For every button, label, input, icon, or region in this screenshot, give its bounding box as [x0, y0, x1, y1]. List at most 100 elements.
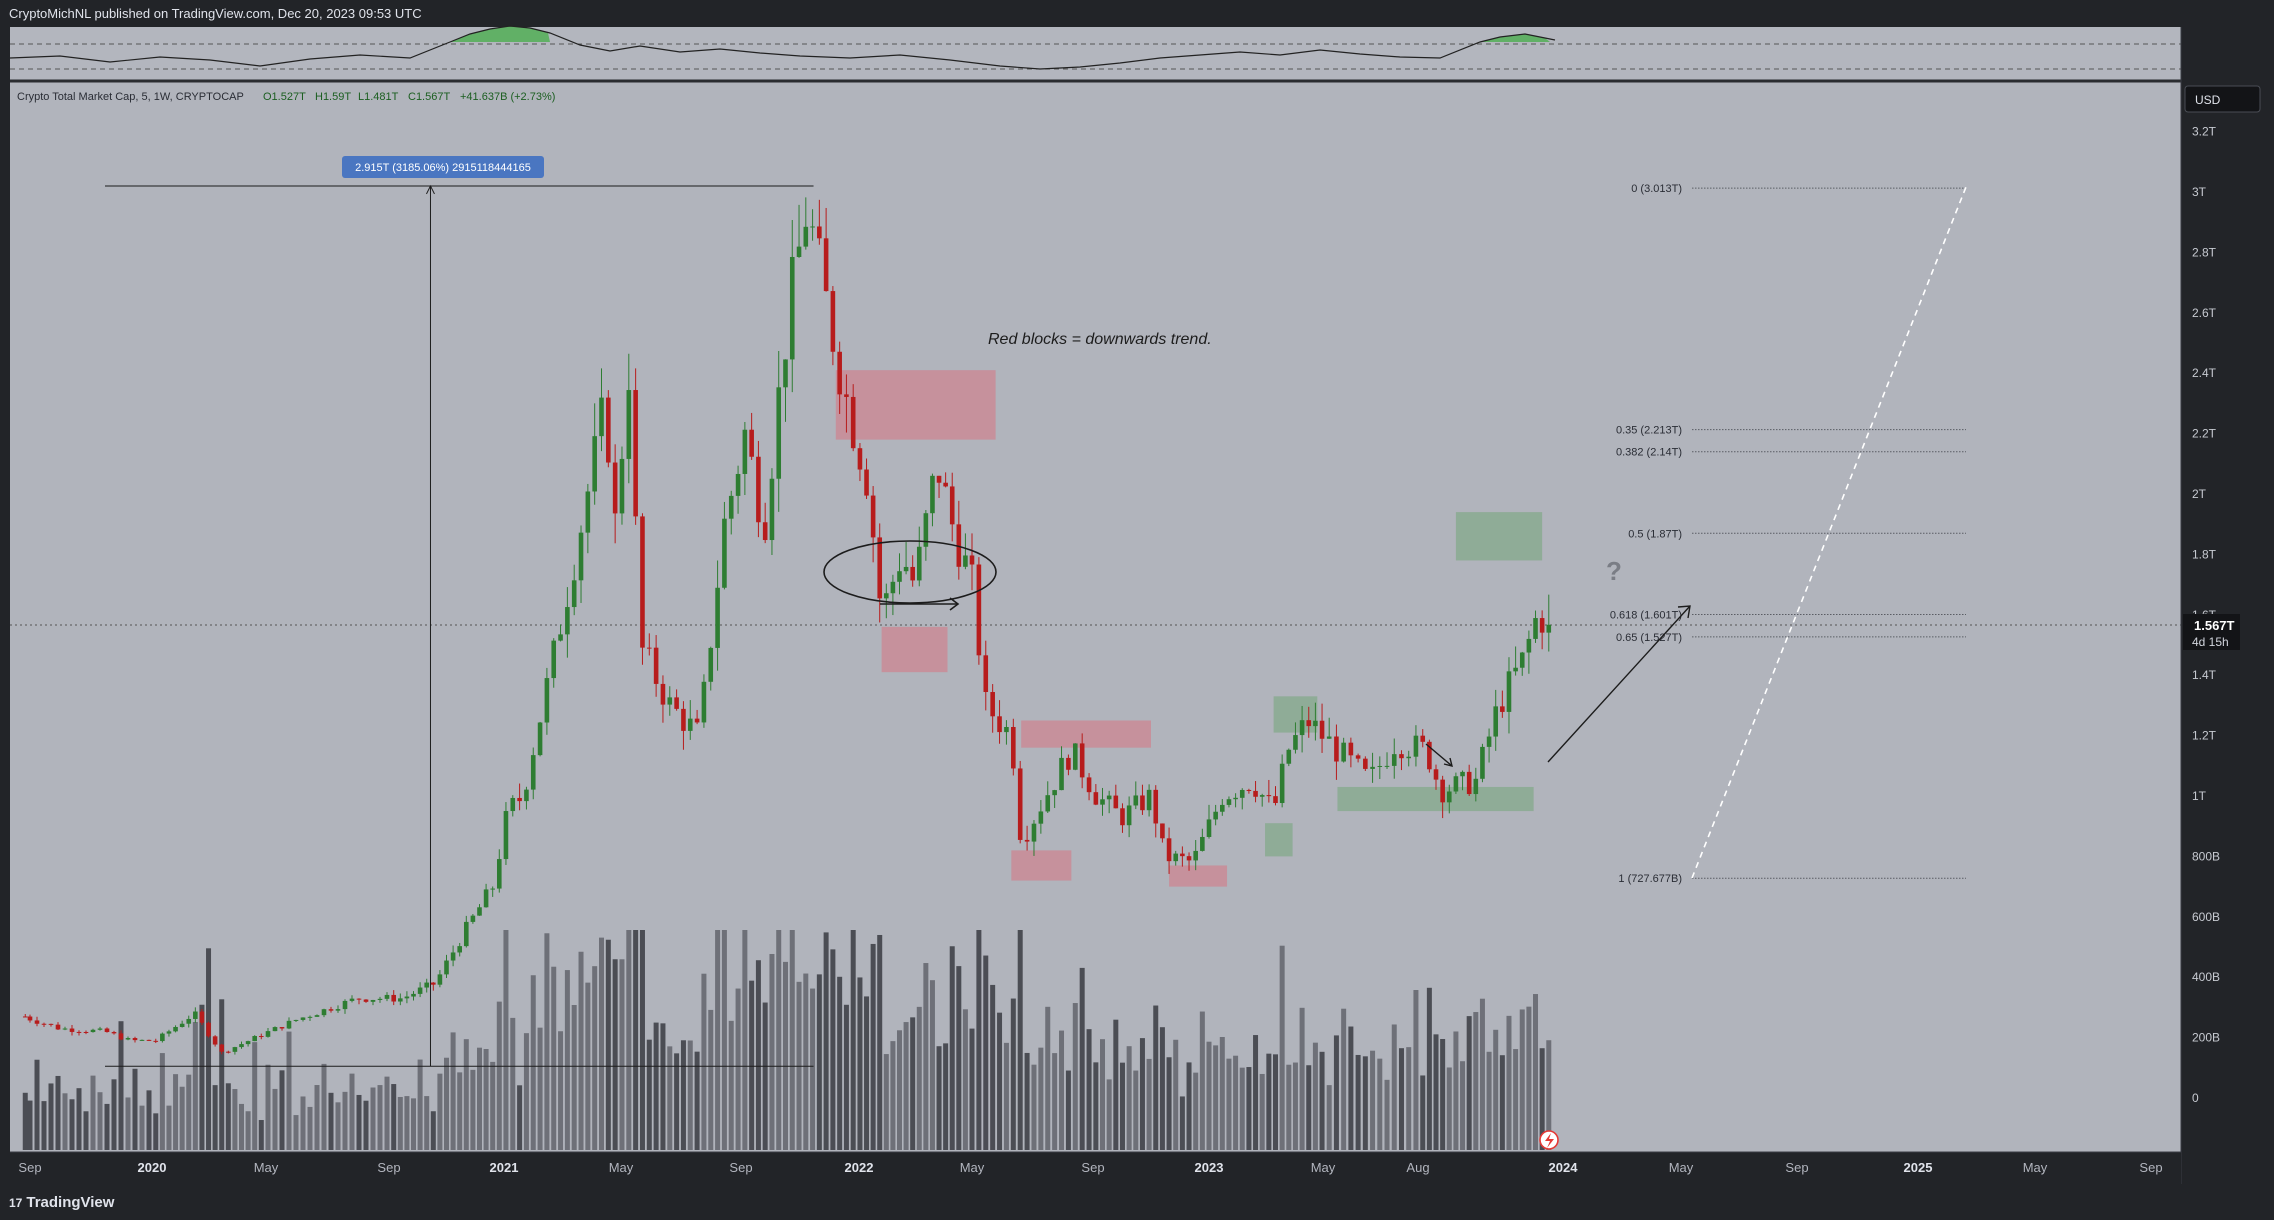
candle-body [1493, 706, 1499, 737]
volume-bar [667, 1046, 673, 1150]
volume-bar [1279, 945, 1285, 1150]
candle-body [963, 555, 968, 567]
volume-bar [457, 1072, 463, 1150]
volume-bar [55, 1075, 61, 1150]
volume-bar [626, 930, 632, 1150]
volume-bar [896, 1030, 902, 1150]
volume-bar [782, 961, 788, 1150]
annotation-text[interactable]: Red blocks = downwards trend. [988, 331, 1212, 348]
candle-body [199, 1011, 205, 1023]
volume-bar [755, 960, 761, 1150]
volume-bar [1273, 1054, 1278, 1150]
candle-body [1126, 805, 1132, 826]
volume-bar [1440, 1038, 1446, 1150]
volume-bar [27, 1100, 33, 1150]
volume-bar [708, 1009, 714, 1150]
time-axis[interactable] [10, 1152, 2181, 1184]
candle-body [1213, 811, 1218, 820]
volume-bar [293, 1115, 299, 1150]
y-tick-label: 2.4T [2192, 366, 2217, 380]
ohlc-high: H1.59T [315, 91, 351, 103]
volume-bar [1086, 1029, 1092, 1150]
volume-bar [612, 959, 618, 1150]
candle-body [111, 1032, 117, 1034]
question-mark: ? [1606, 556, 1622, 586]
candle-body [411, 993, 416, 997]
volume-bar [335, 1102, 341, 1150]
volume-bar [463, 1039, 469, 1150]
volume-bar [1100, 1039, 1106, 1150]
symbol-name[interactable]: Crypto Total Market Cap, 5, 1W, CRYPTOCA… [17, 91, 244, 103]
volume-bar [1206, 1041, 1212, 1150]
candle-body [41, 1023, 47, 1025]
volume-bar [245, 1111, 251, 1150]
breakout-arrow[interactable] [1425, 743, 1453, 767]
candle-body [27, 1016, 33, 1021]
volume-bar [1159, 1027, 1165, 1150]
x-tick-label: Sep [2139, 1160, 2162, 1175]
volume-bar [997, 1012, 1003, 1150]
candle-body [606, 397, 611, 463]
measure-arrowhead [426, 184, 435, 195]
candle-body [1160, 823, 1165, 839]
volume-bar [571, 1005, 577, 1150]
volume-bar [437, 1073, 443, 1150]
candle-body [48, 1023, 54, 1025]
volume-bar [1173, 1039, 1179, 1150]
trend-projection-dashed[interactable] [1691, 186, 1967, 879]
candle-body [179, 1023, 185, 1027]
candle-body [1072, 743, 1078, 770]
volume-bar [837, 976, 843, 1150]
volume-bar [1266, 1053, 1272, 1150]
volume-bar [1370, 1050, 1376, 1150]
volume-bar [857, 977, 863, 1150]
volume-bar [212, 1085, 218, 1150]
volume-bar [307, 1106, 313, 1150]
volume-bar [1526, 1006, 1532, 1150]
fib-retracement[interactable]: 0 (3.013T) 0.35 (2.213T) 0.382 (2.14T) 0.5 … [1610, 183, 1966, 885]
candle-body [1334, 736, 1339, 762]
tradingview-logo[interactable]: 17 TradingView [9, 1194, 114, 1211]
consolidation-circle[interactable] [823, 540, 997, 604]
candle-body [510, 797, 516, 812]
measure-tool[interactable]: 2.915T (3185.06%) 2915118444165 [105, 156, 814, 1067]
candle-body [1506, 671, 1512, 712]
volume-bar [803, 973, 809, 1150]
tv-glyph-icon: 17 [9, 1196, 23, 1210]
volume-bar [377, 1085, 383, 1150]
candle-body [1106, 795, 1112, 800]
candle-body [118, 1033, 124, 1040]
candle-body [1413, 735, 1419, 757]
price-axis[interactable] [2181, 27, 2274, 1184]
y-tick-label: 400B [2192, 970, 2220, 984]
candle-body [599, 397, 604, 437]
candle-body [653, 647, 659, 684]
volume-bar [646, 1039, 652, 1150]
candle-body [1045, 795, 1051, 812]
red-block [1169, 865, 1228, 887]
volume-bar [391, 1084, 397, 1150]
candle-body [823, 238, 829, 292]
candle-body [890, 581, 896, 594]
candle-body [146, 1039, 152, 1041]
candle-body [55, 1024, 61, 1030]
candle-body [483, 889, 489, 908]
currency-button[interactable] [2184, 85, 2261, 113]
candle-body [1066, 757, 1071, 770]
candle-body [640, 516, 645, 648]
chart-area[interactable]: Crypto Total Market Cap, 5, 1W, CRYPTOCA… [0, 0, 2274, 1184]
volume-bar [721, 930, 727, 1150]
candle-body [1313, 720, 1318, 727]
volume-bar [239, 1103, 245, 1150]
volume-bar [1219, 1036, 1225, 1150]
volume-bar [1299, 1007, 1305, 1150]
candle-body [1420, 735, 1426, 742]
volume-bar [153, 1113, 159, 1150]
candle-body [1486, 736, 1492, 747]
price-badge-value: 1.567T [2194, 618, 2235, 633]
red-block [881, 626, 948, 673]
projection-arrow[interactable] [1547, 605, 1691, 763]
volume-bar [1239, 1067, 1245, 1150]
volume-bar [544, 933, 550, 1150]
candle-body [694, 718, 700, 723]
